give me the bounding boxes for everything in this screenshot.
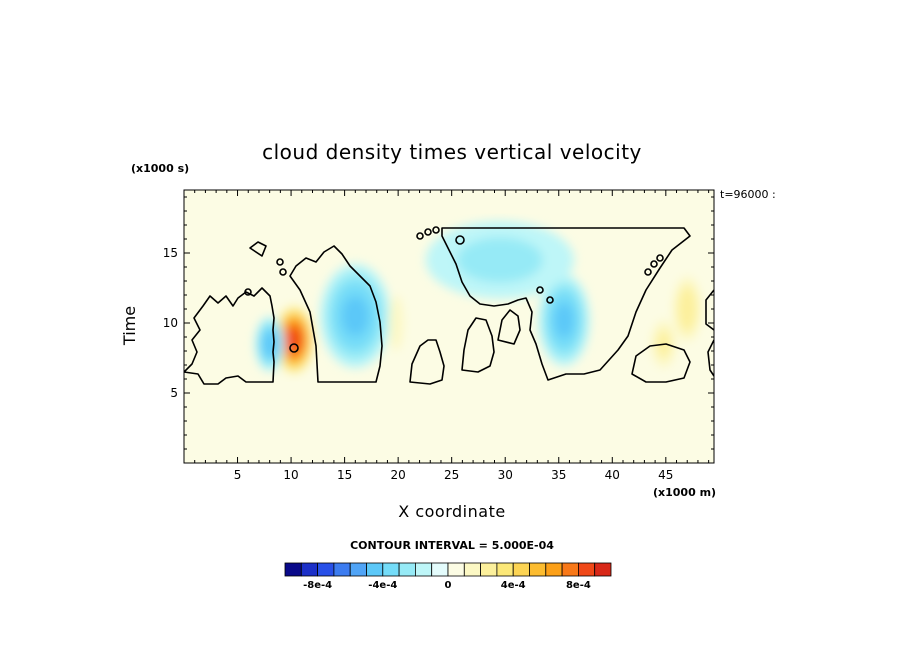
colorbar-swatch bbox=[333, 562, 351, 577]
colorbar-swatch bbox=[300, 562, 318, 577]
colorbar-swatch bbox=[512, 562, 530, 577]
zero-contour-blob-3 bbox=[497, 309, 521, 345]
x-axis-unit: (x1000 m) bbox=[653, 486, 717, 499]
zero-contour-outlines bbox=[184, 226, 714, 385]
colorbar-tick-label: -8e-4 bbox=[303, 580, 332, 591]
zero-contour-west bbox=[184, 287, 275, 385]
colorbar-swatch bbox=[349, 562, 367, 577]
heatmap-level-patch bbox=[554, 302, 574, 338]
x-tick-label: 5 bbox=[234, 468, 242, 482]
zero-contour-ring bbox=[546, 296, 554, 304]
y-tick-label: 15 bbox=[163, 246, 178, 260]
colorbar-swatch bbox=[594, 562, 612, 577]
heatmap-level-patch bbox=[342, 296, 369, 336]
zero-contour-ring bbox=[650, 260, 658, 268]
y-axis-unit: (x1000 s) bbox=[131, 162, 190, 175]
x-tick-label: 15 bbox=[337, 468, 352, 482]
zero-contour-ring bbox=[536, 286, 544, 294]
x-axis: 5 10 15 20 25 30 35 40 45 bbox=[194, 190, 710, 482]
heatmap-level-patch bbox=[677, 286, 698, 332]
x-tick-label: 45 bbox=[658, 468, 673, 482]
colorbar-swatch bbox=[480, 562, 498, 577]
colorbar-swatch bbox=[447, 562, 465, 577]
x-tick-label: 30 bbox=[498, 468, 513, 482]
y-axis-label: Time bbox=[120, 305, 140, 346]
x-tick-label: 10 bbox=[283, 468, 298, 482]
zero-contour-edge-2 bbox=[707, 339, 714, 377]
zero-contour-ring bbox=[644, 268, 652, 276]
zero-contour-west-blob bbox=[249, 241, 267, 257]
zero-contour-ring bbox=[279, 268, 287, 276]
colorbar-swatch bbox=[496, 562, 514, 577]
colorbar-swatch bbox=[545, 562, 563, 577]
zero-contour-ring bbox=[244, 288, 252, 296]
x-axis-label: X coordinate bbox=[398, 502, 506, 521]
heatmap-level-patch bbox=[457, 237, 543, 283]
colorbar-swatch bbox=[431, 562, 449, 577]
x-tick-label: 40 bbox=[605, 468, 620, 482]
contour-interval-label: CONTOUR INTERVAL = 5.000E-04 bbox=[350, 539, 554, 552]
colorbar-swatch bbox=[284, 562, 302, 577]
chart-title: cloud density times vertical velocity bbox=[262, 140, 642, 164]
heatmap-level-patch bbox=[389, 295, 403, 351]
zero-contour-ring bbox=[424, 228, 432, 236]
time-stamp-label: t=96000 : bbox=[720, 188, 776, 201]
colorbar-swatch bbox=[463, 562, 481, 577]
colorbar: -8e-4 -4e-4 0 4e-4 8e-4 bbox=[284, 562, 612, 591]
x-tick-label: 35 bbox=[551, 468, 566, 482]
x-tick-label: 25 bbox=[444, 468, 459, 482]
zero-contour-ring bbox=[656, 254, 664, 262]
colorbar-swatch bbox=[382, 562, 400, 577]
y-tick-label: 5 bbox=[170, 386, 178, 400]
plot-frame bbox=[183, 189, 715, 464]
y-axis: 5 10 15 bbox=[163, 196, 714, 450]
heatmap-level-patch bbox=[262, 330, 277, 358]
zero-contour-ring bbox=[416, 232, 424, 240]
x-tick-label: 20 bbox=[391, 468, 406, 482]
colorbar-swatch bbox=[366, 562, 384, 577]
colorbar-swatch bbox=[529, 562, 547, 577]
zero-contour-east bbox=[441, 227, 691, 381]
colorbar-tick-label: 8e-4 bbox=[566, 580, 591, 591]
zero-contour-blob-2 bbox=[461, 317, 495, 373]
zero-contour-ring bbox=[432, 226, 440, 234]
zero-contour-small-blob bbox=[409, 339, 445, 385]
zero-contour-far-east bbox=[631, 343, 691, 383]
y-tick-label: 10 bbox=[163, 316, 178, 330]
colorbar-swatch bbox=[414, 562, 433, 577]
colorbar-swatch bbox=[578, 562, 596, 577]
colorbar-swatch bbox=[561, 562, 579, 577]
zero-contour-center-left bbox=[289, 245, 383, 383]
zero-contour-ring bbox=[455, 235, 465, 245]
colorbar-tick-label: -4e-4 bbox=[368, 580, 397, 591]
colorbar-tick-label: 0 bbox=[445, 580, 452, 591]
colorbar-swatch bbox=[398, 562, 416, 577]
colorbar-tick-label: 4e-4 bbox=[501, 580, 526, 591]
zero-contour-ring bbox=[276, 258, 284, 266]
colorbar-swatch bbox=[317, 562, 335, 577]
plot-area bbox=[184, 190, 714, 463]
zero-contour-edge bbox=[705, 289, 714, 331]
zero-contour-ring bbox=[289, 343, 299, 353]
